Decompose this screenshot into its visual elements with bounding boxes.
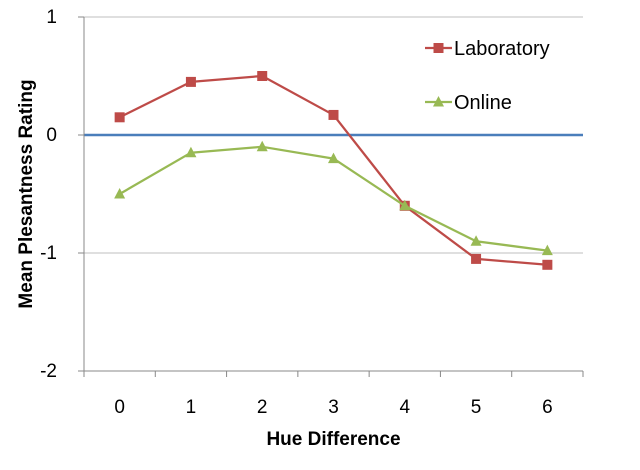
series-online (114, 140, 553, 256)
legend: Laboratory Online (425, 38, 550, 114)
x-tick-labels: 0 1 2 3 4 5 6 (114, 397, 552, 418)
data-point-online (541, 244, 553, 256)
legend-item-online: Online (425, 92, 512, 114)
data-point-laboratory (257, 71, 268, 81)
x-tick-label: 6 (542, 397, 553, 418)
x-tick-label: 1 (186, 397, 197, 418)
data-point-laboratory (185, 76, 196, 87)
legend-marker-laboratory (433, 43, 444, 53)
y-tick-labels: 1 0 -1 -2 (40, 7, 57, 382)
data-point-online (114, 188, 126, 199)
data-point-laboratory (114, 112, 125, 123)
data-point-laboratory (328, 109, 339, 120)
y-tick-label: -2 (40, 361, 57, 382)
axis-ticks (78, 16, 584, 377)
legend-label-laboratory: Laboratory (454, 38, 550, 60)
data-point-laboratory (542, 259, 553, 270)
x-axis-title: Hue Difference (266, 429, 400, 450)
x-tick-label: 0 (114, 397, 125, 418)
x-tick-label: 3 (328, 397, 339, 418)
y-tick-label: -1 (40, 243, 57, 264)
x-tick-label: 2 (257, 397, 268, 418)
data-point-online (470, 235, 482, 246)
data-point-laboratory (471, 253, 482, 264)
data-point-online (328, 152, 339, 164)
legend-item-laboratory: Laboratory (425, 38, 550, 60)
y-axis-title: Mean Plesantness Rating (16, 79, 37, 308)
data-point-online (185, 146, 197, 158)
y-tick-label: 0 (46, 125, 57, 146)
legend-marker-online (433, 96, 444, 107)
legend-label-online: Online (454, 92, 512, 114)
x-tick-label: 4 (399, 397, 410, 418)
gridlines (84, 16, 583, 372)
data-point-online (256, 140, 268, 152)
series-layer (114, 71, 553, 270)
y-tick-label: 1 (46, 7, 57, 28)
x-tick-label: 5 (471, 397, 482, 418)
data-point-online (399, 199, 411, 211)
